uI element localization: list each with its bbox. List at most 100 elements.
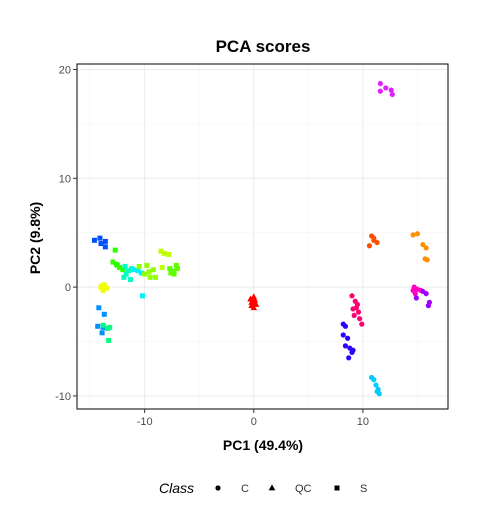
data-point (173, 262, 179, 268)
data-point (423, 245, 429, 251)
data-point (135, 268, 141, 274)
data-point (349, 293, 355, 299)
data-point (106, 337, 112, 343)
data-point (383, 85, 389, 91)
axes: -10 0 10 -10 0 10 20 (55, 64, 369, 428)
x-tick-label: 10 (357, 416, 369, 428)
legend-label: S (360, 483, 367, 495)
data-point (159, 265, 165, 271)
y-tick-label: 10 (59, 173, 71, 185)
data-point (342, 323, 349, 329)
legend: Class C QC S (159, 480, 367, 496)
data-point (250, 304, 258, 311)
data-point (420, 242, 426, 248)
legend-key (215, 485, 221, 491)
data-point (146, 269, 152, 275)
data-point (101, 311, 107, 317)
data-point (424, 257, 430, 263)
x-tick-label: 0 (251, 416, 257, 428)
data-point (345, 335, 351, 341)
data-point (102, 244, 108, 250)
x-axis-title: PC1 (49.4%) (223, 437, 303, 453)
data-point (355, 309, 362, 315)
legend-label: C (241, 483, 249, 495)
data-point (346, 355, 352, 361)
data-point (97, 235, 103, 241)
data-point (166, 251, 172, 257)
data-point (168, 270, 174, 276)
data-point (100, 287, 106, 293)
data-point (153, 274, 159, 280)
data-point (100, 322, 106, 328)
data-point (248, 298, 255, 305)
data-point (120, 267, 126, 273)
data-point (136, 263, 142, 269)
data-point (114, 262, 120, 268)
data-point (171, 271, 177, 277)
data-point (374, 388, 380, 395)
data-point (147, 274, 153, 280)
plot-panel-border (76, 63, 449, 410)
data-point (357, 316, 363, 322)
data-point (98, 241, 104, 247)
data-point (112, 247, 118, 253)
data-point (138, 270, 144, 276)
data-point (99, 283, 105, 289)
data-point (371, 377, 377, 383)
data-point (131, 267, 137, 273)
x-tick-label: -10 (137, 416, 153, 428)
data-points (91, 80, 433, 397)
data-point (366, 243, 373, 249)
data-point (410, 287, 416, 293)
data-point (142, 271, 148, 277)
data-point (102, 238, 108, 244)
data-point (413, 295, 419, 301)
y-tick-label: 0 (65, 282, 71, 294)
data-point (150, 267, 156, 273)
data-point (95, 323, 101, 329)
data-point (110, 259, 116, 265)
data-point (377, 80, 383, 87)
data-point (414, 231, 421, 237)
data-point (127, 276, 133, 282)
data-point (251, 296, 259, 303)
data-point (371, 235, 377, 241)
y-tick-label: -10 (55, 391, 71, 403)
data-point (99, 330, 105, 336)
y-tick-label: 20 (59, 64, 71, 76)
data-point (359, 321, 365, 327)
data-point (158, 248, 164, 254)
data-point (340, 332, 346, 338)
data-point (107, 324, 113, 330)
data-point (389, 91, 395, 98)
data-point (351, 312, 357, 319)
legend-title: Class (159, 480, 194, 496)
data-point (174, 266, 180, 272)
data-point (342, 343, 349, 349)
data-point (423, 291, 429, 297)
data-point (125, 268, 131, 274)
chart-title: PCA scores (216, 37, 311, 56)
data-point (122, 263, 128, 269)
legend-key (268, 484, 276, 491)
grid-lines (77, 64, 448, 409)
data-point (161, 250, 167, 256)
legend-key (334, 485, 340, 491)
data-point (425, 303, 431, 309)
data-point (139, 293, 145, 299)
data-point (144, 262, 150, 268)
data-point (96, 305, 102, 311)
data-point (374, 239, 380, 246)
data-point (121, 274, 127, 280)
data-point (410, 232, 416, 238)
data-point (123, 271, 129, 277)
data-point (252, 300, 260, 307)
data-point (167, 266, 173, 272)
data-point (373, 382, 379, 388)
data-point (377, 88, 383, 94)
data-point (250, 293, 258, 300)
data-point (350, 347, 356, 353)
legend-label: QC (295, 483, 312, 495)
data-point (103, 285, 109, 291)
data-point (91, 237, 97, 243)
